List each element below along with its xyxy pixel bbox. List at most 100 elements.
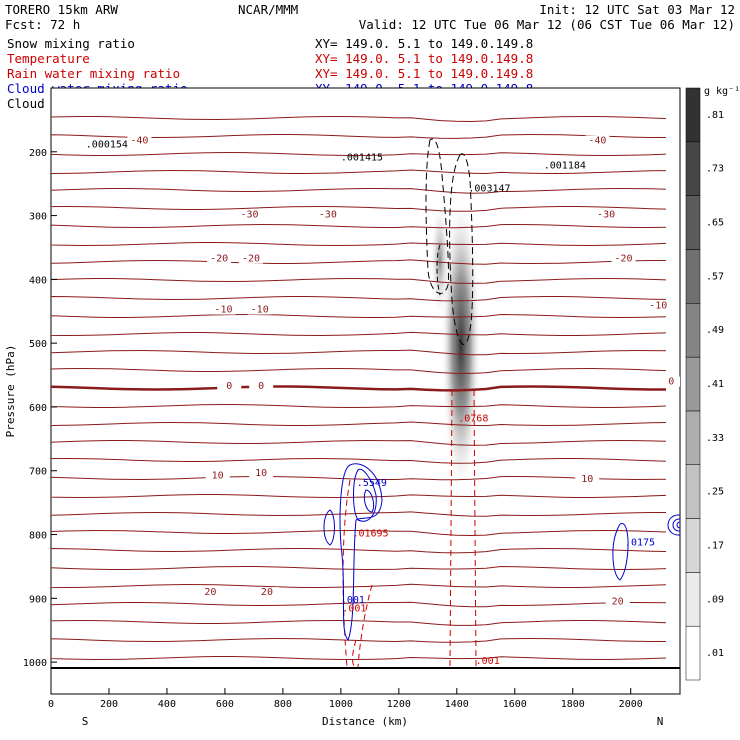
temp-label-bg xyxy=(239,253,264,264)
cloud-water-edge3 xyxy=(676,521,680,529)
isotherm-line xyxy=(51,475,667,481)
isotherm-line xyxy=(51,583,667,589)
ice-shading xyxy=(430,200,450,320)
temp-label-bg xyxy=(249,381,274,392)
cloud-water-inner xyxy=(353,468,377,522)
temp-label-bg xyxy=(585,135,610,146)
isotherm-line xyxy=(51,511,666,517)
x-tick-label: 1400 xyxy=(445,699,469,710)
temp-label-bg xyxy=(205,470,230,481)
cloud-water-right xyxy=(612,523,629,581)
rain-contours xyxy=(342,389,477,668)
temp-label: -20 xyxy=(614,254,632,265)
isotherm-line xyxy=(51,223,667,229)
temp-label-bg xyxy=(207,253,232,264)
temperature-labels: -40 -40 -30 -30 -30 -20 -20 -20 -10 -10 -10 0 0 0 10 10… xyxy=(127,135,680,608)
x-tick-label: 1000 xyxy=(329,699,353,710)
colorbar-label: .33 xyxy=(706,433,724,444)
isotherm-line xyxy=(51,457,667,464)
colorbar-label: .49 xyxy=(706,325,724,336)
temp-label-bg xyxy=(611,253,636,264)
maximum-label: .001 xyxy=(476,656,500,667)
isotherm-line xyxy=(51,529,667,537)
temp-label-bg xyxy=(217,381,242,392)
temp-label-bg xyxy=(237,209,262,220)
maximum-label: .001184 xyxy=(544,160,586,171)
isotherm-line xyxy=(51,565,667,571)
maximum-label: .000154 xyxy=(86,139,128,150)
colorbar-segment xyxy=(685,410,701,465)
temp-label-bg xyxy=(247,304,272,315)
x-tick-label: 800 xyxy=(274,699,292,710)
cloud-water-edge xyxy=(667,514,680,536)
cloud-ice-contours xyxy=(425,138,474,345)
isotherm-line xyxy=(51,367,667,374)
north-end-label: N xyxy=(657,715,664,728)
colorbar-segment xyxy=(685,625,701,681)
y-tick-label: 500 xyxy=(29,339,47,350)
maximum-label: .001 xyxy=(342,604,366,615)
rain-contour-left xyxy=(342,479,351,668)
temp-label: -10 xyxy=(649,301,667,312)
isotherm-line xyxy=(51,619,667,626)
y-tick-label: 400 xyxy=(29,275,47,286)
y-tick-label: 900 xyxy=(29,594,47,605)
maximum-label: .001 xyxy=(341,595,365,606)
rain-contour-right xyxy=(449,389,453,668)
isotherm-line xyxy=(51,421,667,427)
isotherm-line xyxy=(51,259,666,265)
temp-label: 10 xyxy=(581,474,593,485)
isotherm-line xyxy=(51,439,667,446)
valid-time: Valid: 12 UTC Tue 06 Mar 12 (06 CST Tue … xyxy=(359,17,735,32)
isotherm-line xyxy=(51,656,667,661)
temp-label: 20 xyxy=(261,587,273,598)
legend-name: Snow mixing ratio xyxy=(7,36,135,51)
isotherm-line xyxy=(51,637,666,643)
init-time: Init: 12 UTC Sat 03 Mar 12 xyxy=(539,2,735,17)
colorbar-segment xyxy=(685,518,701,573)
rain-contour-right2 xyxy=(473,389,477,668)
ice-contour-inner xyxy=(449,153,474,345)
maximum-label: .001415 xyxy=(341,153,383,164)
temperature-contours xyxy=(51,115,667,661)
temp-label-bg xyxy=(575,474,600,485)
south-end-label: S xyxy=(82,715,89,728)
x-axis: 0 200 400 600 800 1000 1200 1400 1600 1800 2000 xyxy=(48,688,643,710)
temp-label: -30 xyxy=(241,209,259,220)
rain-contour-left2 xyxy=(352,584,373,668)
cloud-water-inner2 xyxy=(363,489,375,513)
x-tick-label: 2000 xyxy=(619,699,643,710)
temp-label-bg xyxy=(198,587,223,598)
temp-label: 20 xyxy=(612,597,624,608)
isotherm-line xyxy=(51,547,667,554)
colorbar-label: .01 xyxy=(706,648,724,659)
temp-label: 10 xyxy=(212,470,224,481)
legend-coords: XY= 149.0. 5.1 to 149.0.149.8 xyxy=(315,36,533,51)
colorbar-label: .09 xyxy=(706,594,724,605)
colorbar: .01 .09 .17 .25 .33 .41 .49 .57 .65 .73 .81 g kg⁻¹ xyxy=(685,86,740,681)
temp-label: 20 xyxy=(204,587,216,598)
isotherm-line xyxy=(51,169,667,175)
temp-label: 0 xyxy=(258,381,264,392)
colorbar-label: .81 xyxy=(706,110,724,121)
isotherm-line xyxy=(51,277,667,284)
temp-label: -10 xyxy=(214,305,232,316)
x-tick-label: 0 xyxy=(48,699,54,710)
temp-label: 0 xyxy=(668,377,674,388)
colorbar-segment xyxy=(685,356,701,412)
colorbar-segment xyxy=(685,141,701,196)
isotherm-line xyxy=(51,115,667,123)
x-tick-label: 600 xyxy=(216,699,234,710)
y-tick-label: 1000 xyxy=(23,658,47,669)
maxima-labels: .000154 .001415 .001184 .003147 .0768 .5549 .0… xyxy=(86,139,655,667)
x-tick-label: 200 xyxy=(100,699,118,710)
isotherm-line xyxy=(51,349,667,356)
isotherm-line xyxy=(51,313,667,319)
colorbar-label: .25 xyxy=(706,487,724,498)
isotherm-line xyxy=(51,601,667,608)
temp-label-bg xyxy=(315,209,340,220)
isotherm-line xyxy=(51,295,667,302)
temp-label-bg xyxy=(605,596,630,607)
colorbar-label: .41 xyxy=(706,379,724,390)
cloud-water-left xyxy=(323,509,335,546)
